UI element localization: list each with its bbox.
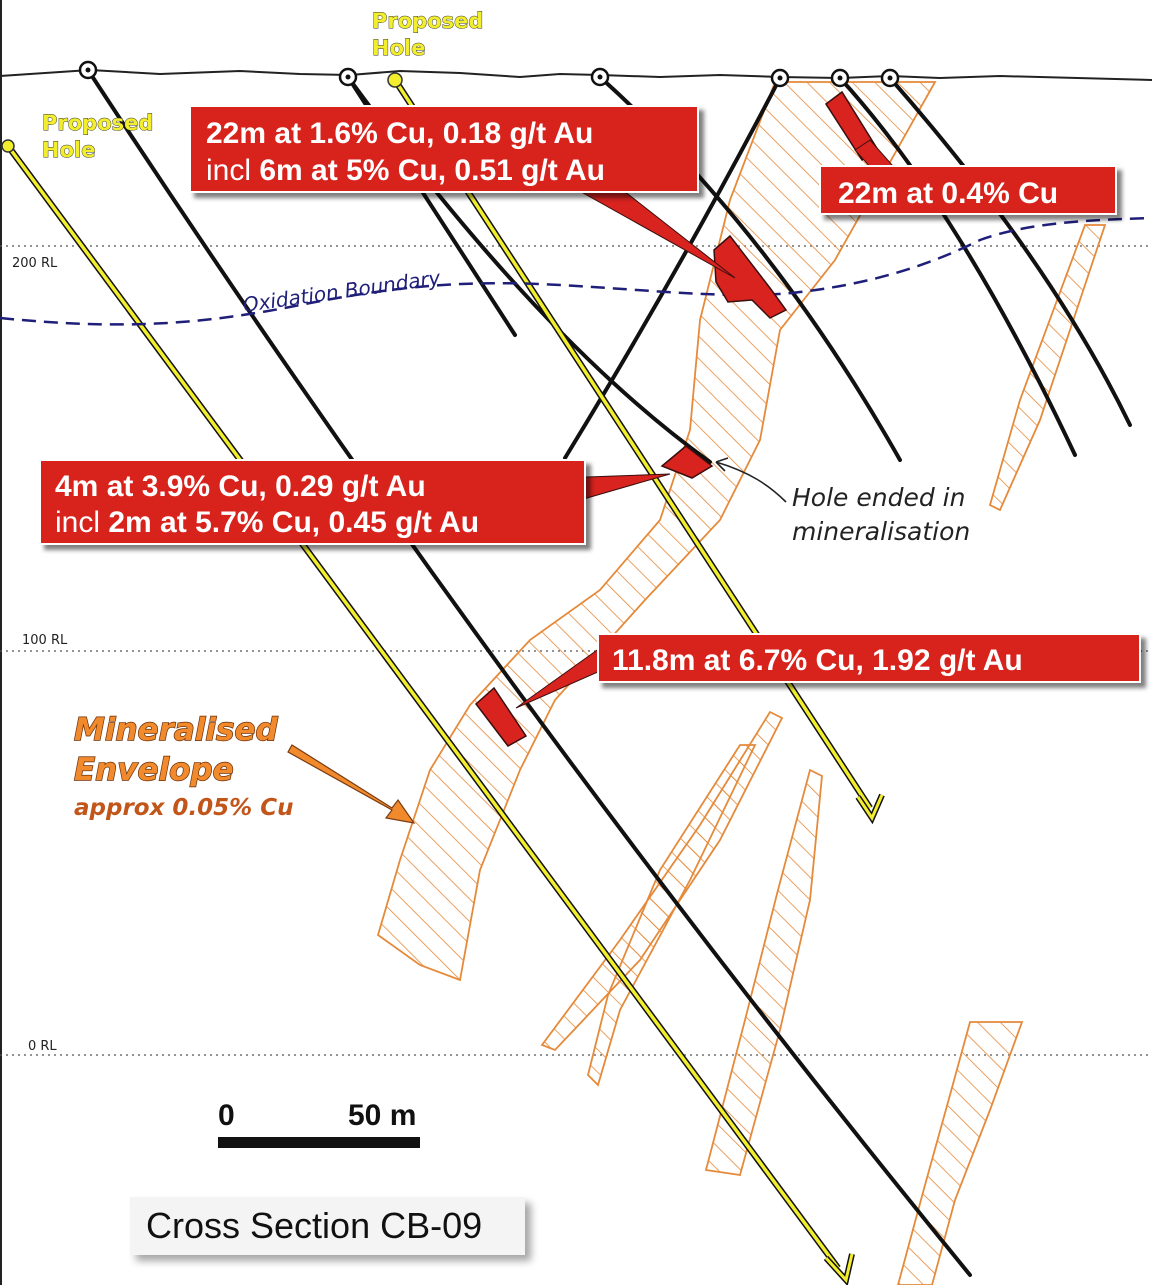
mineralised-envelope-zones xyxy=(376,81,1107,1285)
callout-4: 11.8m at 6.7% Cu, 1.92 g/t Au xyxy=(597,633,1141,683)
callout-box xyxy=(819,165,1117,215)
proposed-hole-label-east-line2: Hole xyxy=(372,36,425,60)
callout-1-line2-bold: 6m at 5% Cu, 0.51 g/t Au xyxy=(259,154,605,187)
envelope-line1: Mineralised xyxy=(74,712,279,748)
collar-marker xyxy=(830,68,850,88)
drill-hole-5 xyxy=(563,76,782,460)
lens-d xyxy=(897,1021,1024,1285)
proposed-hole-label-west-line2: Hole xyxy=(42,138,95,162)
collar-marker xyxy=(770,68,790,88)
collar-marker xyxy=(78,60,98,80)
drill-hole-7 xyxy=(888,76,1132,427)
main-envelope xyxy=(376,81,937,982)
drill-collars xyxy=(78,60,900,88)
intercept-block xyxy=(713,234,788,319)
intercept-block xyxy=(660,445,714,479)
callout-1-line2-prefix: incl xyxy=(206,154,259,187)
hole-ended-note: Hole ended in mineralisation xyxy=(715,457,970,546)
callout-3: 4m at 3.9% Cu, 0.29 g/t Au incl 2m at 5.… xyxy=(39,459,586,545)
scale-start-label: 0 xyxy=(218,1099,235,1132)
callout-3-line2-prefix: incl xyxy=(55,506,108,539)
scale-bar-rule xyxy=(218,1137,420,1148)
scale-bar: 0 50 m xyxy=(218,1099,420,1148)
intercept-block xyxy=(474,686,528,747)
callout-box xyxy=(39,459,586,545)
collar-marker xyxy=(590,67,610,87)
svg-text:incl 2m at 5.7% Cu, 0.45 g/t A: incl 2m at 5.7% Cu, 0.45 g/t Au xyxy=(55,506,479,539)
rl200-label: 200 RL xyxy=(12,256,58,271)
callout-1: 22m at 1.6% Cu, 0.18 g/t Au incl 6m at 5… xyxy=(189,105,699,193)
oxidation-boundary-line xyxy=(0,216,1152,326)
scale-end-label: 50 m xyxy=(348,1099,416,1132)
envelope-arrow xyxy=(287,744,416,824)
callout-4-line1: 11.8m at 6.7% Cu, 1.92 g/t Au xyxy=(612,644,1023,677)
callout-1-line1: 22m at 1.6% Cu, 0.18 g/t Au xyxy=(206,117,593,150)
envelope-line3: approx 0.05% Cu xyxy=(74,795,294,821)
callout-box xyxy=(597,633,1141,683)
svg-text:incl 6m at 5% Cu, 0.51 g/t Au: incl 6m at 5% Cu, 0.51 g/t Au xyxy=(206,154,605,187)
proposed-hole-west xyxy=(1,139,855,1285)
title-box-bg xyxy=(130,1197,525,1255)
ground-surface xyxy=(0,68,1152,81)
drill-hole-1 xyxy=(86,68,972,1277)
rl100-label: 100 RL xyxy=(22,633,68,648)
proposed-hole-label-west-line1: Proposed xyxy=(42,111,153,135)
lens-c xyxy=(704,768,823,1177)
proposed-hole-east xyxy=(387,72,885,825)
callout-2: 22m at 0.4% Cu xyxy=(819,165,1117,215)
proposed-holes xyxy=(1,72,885,1285)
envelope-line2: Envelope xyxy=(74,752,234,788)
collar-marker xyxy=(880,68,900,88)
arrowhead xyxy=(715,457,729,472)
callout-3-line2-bold: 2m at 5.7% Cu, 0.45 g/t Au xyxy=(108,506,479,539)
section-title: Cross Section CB-09 xyxy=(146,1205,482,1246)
drill-hole-6 xyxy=(838,76,1077,457)
pointer xyxy=(558,179,736,279)
rl0-label: 0 RL xyxy=(28,1039,57,1054)
callout-box xyxy=(189,105,699,193)
callout-2-line1: 22m at 0.4% Cu xyxy=(838,177,1058,210)
east-lens xyxy=(988,224,1107,512)
note-line2: mineralisation xyxy=(792,517,970,546)
proposed-hole-label-east-line1: Proposed xyxy=(372,9,483,33)
oxidation-boundary-label: Oxidation Boundary xyxy=(241,265,443,317)
collar-marker xyxy=(338,67,358,87)
callout-3-line1: 4m at 3.9% Cu, 0.29 g/t Au xyxy=(55,470,426,503)
note-pointer xyxy=(715,461,787,503)
title-box: Cross Section CB-09 xyxy=(130,1197,525,1255)
note-line1: Hole ended in xyxy=(792,483,965,512)
envelope-label: Mineralised Envelope approx 0.05% Cu xyxy=(73,711,416,824)
